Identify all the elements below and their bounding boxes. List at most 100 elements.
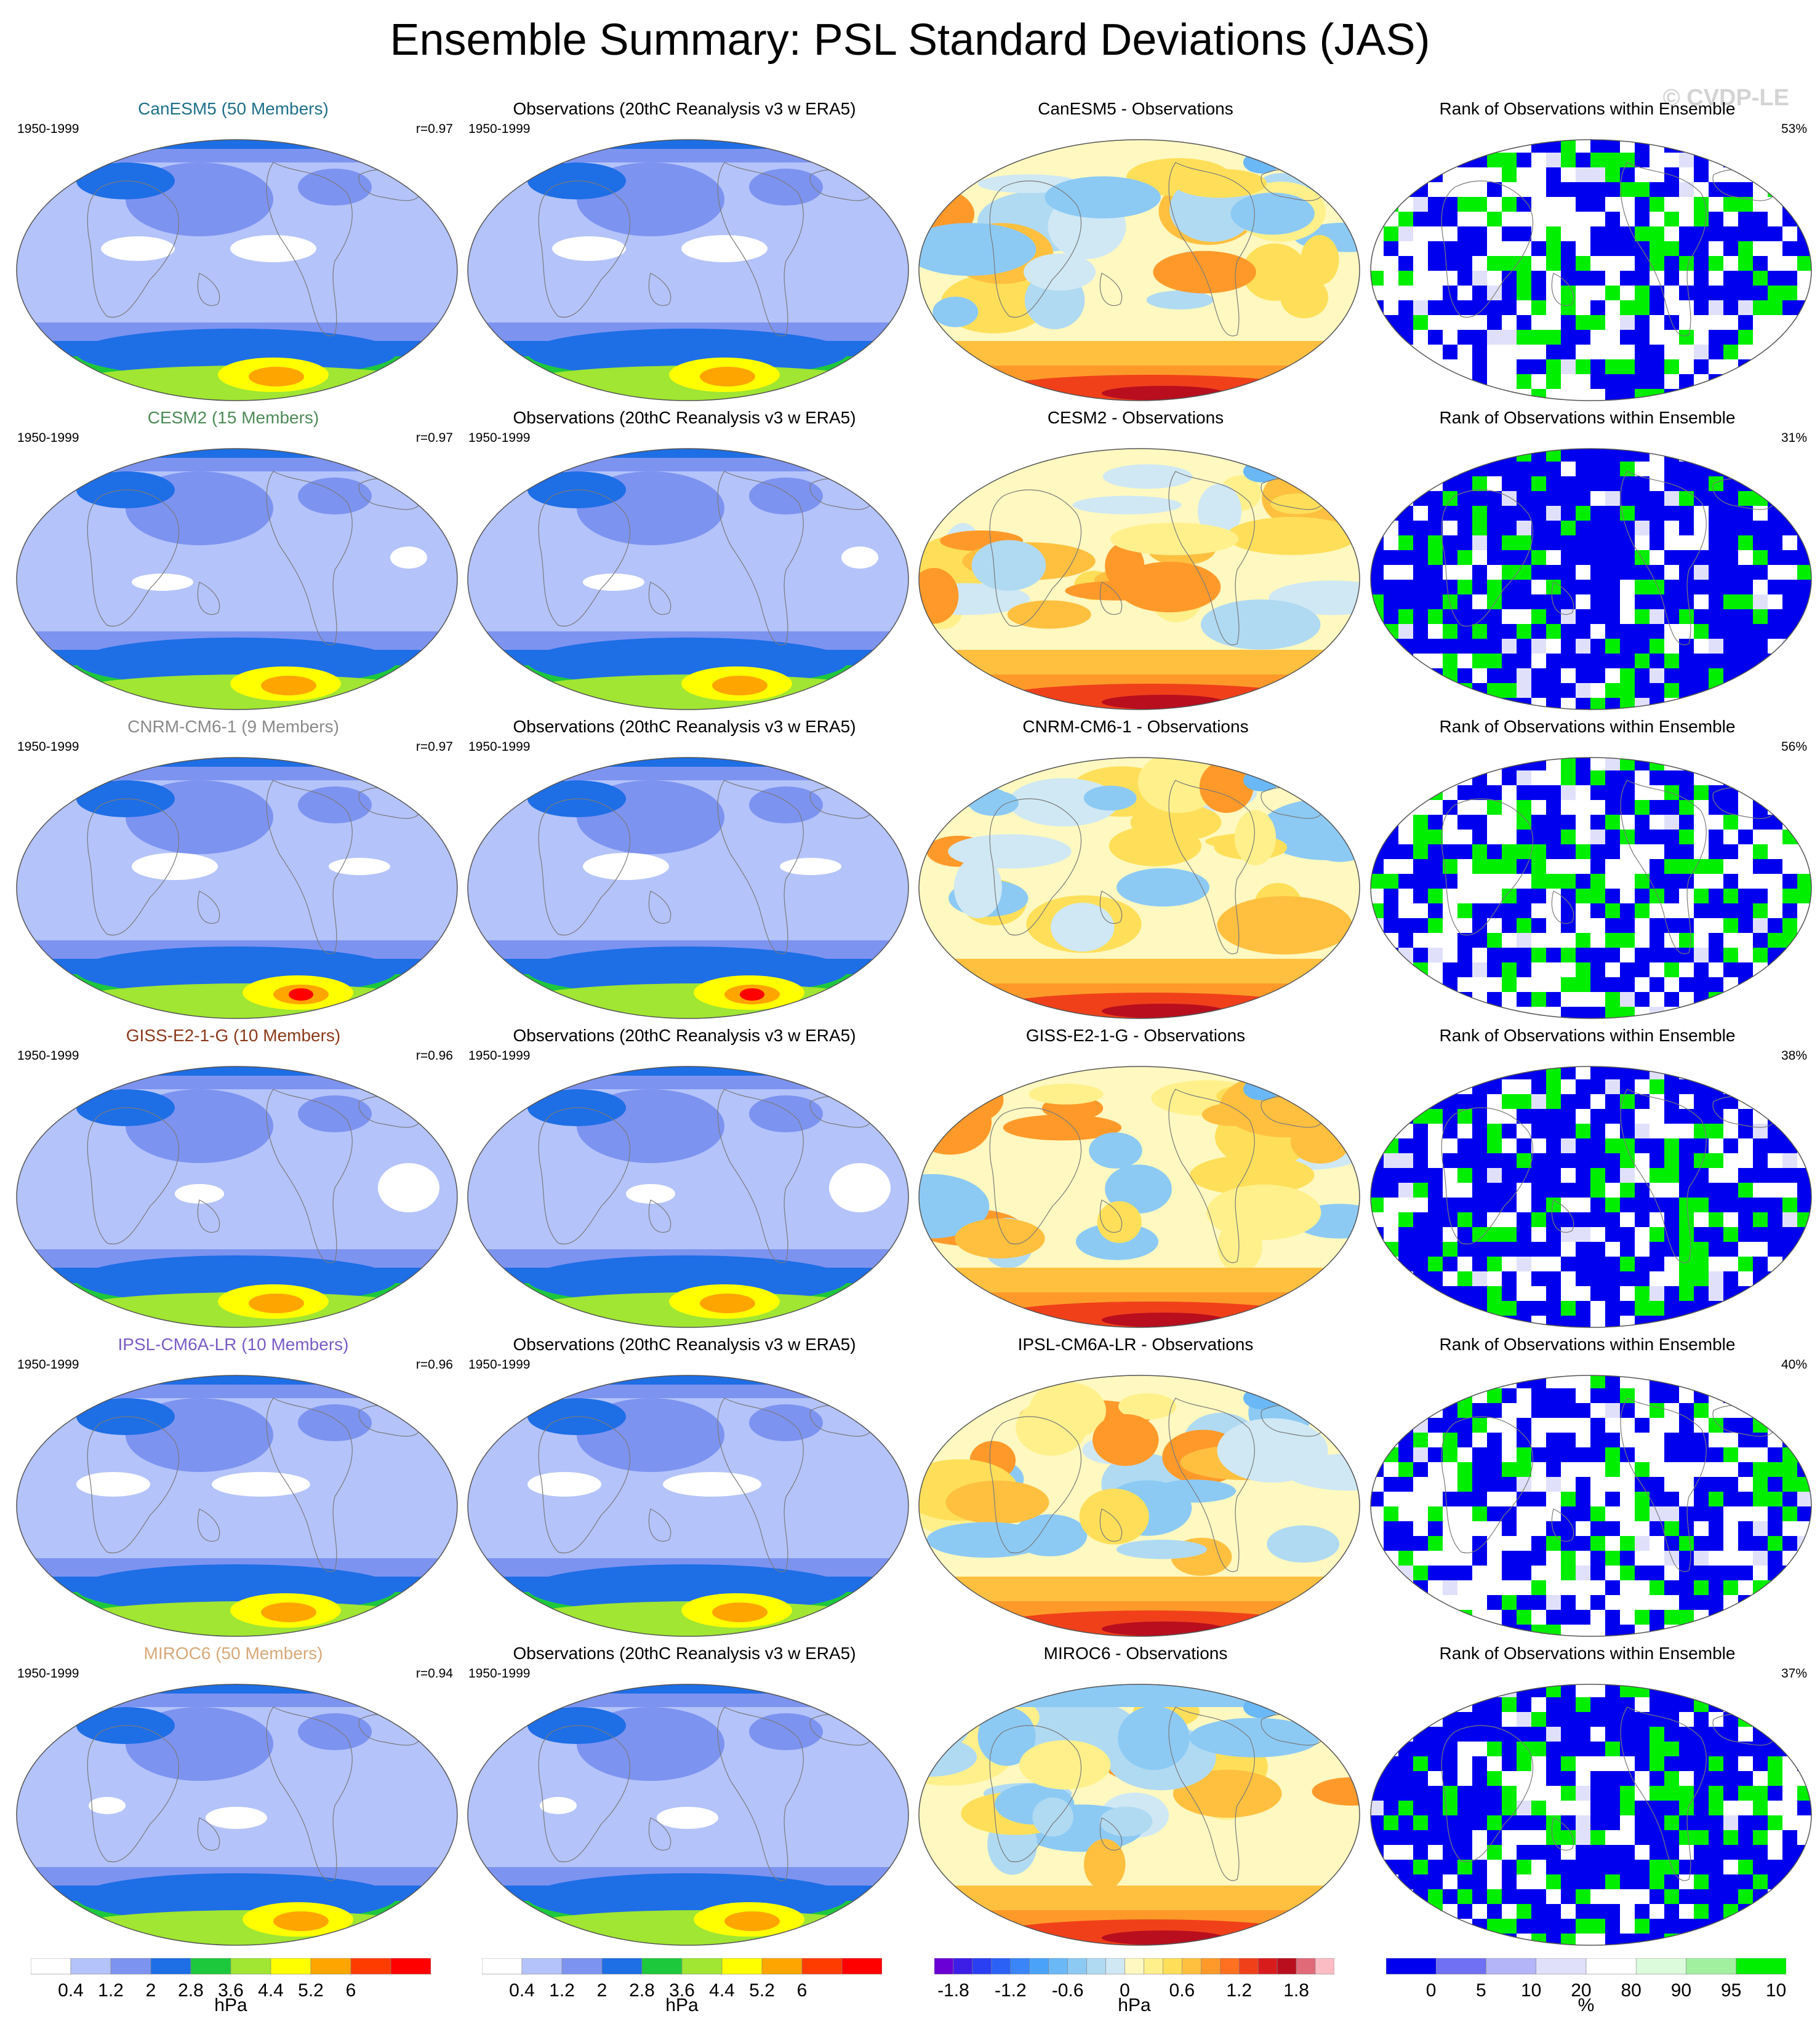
rank-cell xyxy=(1635,1756,1650,1771)
rank-cell xyxy=(1812,1551,1813,1566)
rank-cell xyxy=(1457,535,1472,550)
rank-cell xyxy=(1738,1595,1753,1610)
rank-cell xyxy=(1576,1492,1590,1506)
rank-cell xyxy=(1679,1153,1694,1168)
rank-cell xyxy=(1384,1168,1398,1183)
rank-cell xyxy=(1679,1742,1694,1756)
rank-cell xyxy=(1576,1301,1590,1316)
rank-cell xyxy=(1531,330,1546,345)
rank-cell xyxy=(1635,506,1650,521)
rank-cell xyxy=(1694,1830,1709,1845)
rank-cell xyxy=(1605,1403,1620,1418)
rank-cell xyxy=(1472,1786,1487,1801)
rank-cell xyxy=(1561,256,1576,271)
rank-cell xyxy=(1709,859,1723,874)
rank-cell xyxy=(1546,345,1561,359)
rank-cell xyxy=(1531,535,1546,550)
rank-cell xyxy=(1620,1684,1635,1697)
rank-cell xyxy=(1709,889,1723,903)
rank-cell xyxy=(1576,654,1590,668)
rank-cell xyxy=(1590,609,1605,624)
rank-cell xyxy=(1561,1403,1576,1418)
rank-cell xyxy=(1371,1094,1384,1109)
rank-cell xyxy=(1664,1889,1679,1904)
rank-cell xyxy=(1398,1447,1413,1462)
rank-cell xyxy=(1428,1536,1443,1551)
rank-cell xyxy=(1487,491,1502,506)
rank-cell xyxy=(1371,859,1384,874)
rank-cell xyxy=(1590,315,1605,330)
rank-cell xyxy=(1428,491,1443,506)
rank-cell xyxy=(1679,550,1694,565)
rank-cell xyxy=(1398,535,1413,550)
rank-cell xyxy=(1590,1153,1605,1168)
colorbar-swatch xyxy=(561,1958,603,1975)
rank-cell xyxy=(1428,1316,1443,1327)
rank-cell xyxy=(1679,948,1694,962)
rank-cell xyxy=(1413,889,1428,903)
rank-cell xyxy=(1561,449,1576,462)
rank-cell xyxy=(1398,1801,1413,1815)
rank-cell xyxy=(1782,918,1797,933)
colorbar-swatch xyxy=(150,1958,191,1975)
rank-cell xyxy=(1502,462,1517,476)
rank-cell xyxy=(1531,815,1546,830)
rank-cell xyxy=(1650,977,1664,992)
rank-cell xyxy=(1738,758,1753,770)
rank-cell xyxy=(1723,1271,1738,1286)
field-feature xyxy=(1102,1930,1225,1945)
rank-cell xyxy=(1797,698,1811,710)
rank-cell xyxy=(1546,1109,1561,1124)
rank-cell xyxy=(1472,1242,1487,1257)
rank-cell xyxy=(1502,550,1517,565)
rank-cell xyxy=(1709,1580,1723,1595)
rank-cell xyxy=(1472,785,1487,800)
rank-cell xyxy=(1443,1418,1457,1433)
rank-cell xyxy=(1561,624,1576,639)
rank-cell xyxy=(1413,1183,1428,1198)
rank-cell xyxy=(1768,1756,1782,1771)
rank-map xyxy=(1370,139,1812,401)
rank-cell xyxy=(1723,1242,1738,1257)
rank-cell xyxy=(1650,1610,1664,1625)
rank-cell xyxy=(1590,1904,1605,1919)
field-feature xyxy=(1118,1706,1190,1770)
rank-cell xyxy=(1723,1477,1738,1492)
map-border xyxy=(1370,757,1812,1019)
rank-cell xyxy=(1709,345,1723,359)
rank-cell xyxy=(1738,153,1753,167)
rank-cell xyxy=(1531,241,1546,256)
rank-cell xyxy=(1709,506,1723,521)
rank-cell xyxy=(1517,962,1531,977)
panel-diff: CanESM5 - Observations xyxy=(910,98,1361,406)
rank-cell xyxy=(1457,844,1472,859)
field-feature xyxy=(780,858,841,875)
rank-cell xyxy=(1502,1198,1517,1212)
rank-cell xyxy=(1620,758,1635,770)
rank-cell xyxy=(1590,1198,1605,1212)
rank-cell xyxy=(1753,256,1768,271)
rank-cell xyxy=(1487,1742,1502,1756)
panel-obs: Observations (20thC Reanalysis v3 w ERA5… xyxy=(459,98,910,406)
rank-cell xyxy=(1812,1301,1813,1316)
rank-cell xyxy=(1502,668,1517,683)
rank-cell xyxy=(1487,1138,1502,1153)
rank-cell xyxy=(1738,212,1753,226)
rank-cell xyxy=(1620,1198,1635,1212)
rank-cell xyxy=(1812,1786,1813,1801)
rank-cell xyxy=(1384,1815,1398,1830)
rank-cell xyxy=(1768,1007,1782,1018)
rank-cell xyxy=(1723,1815,1738,1830)
rank-cell xyxy=(1679,226,1694,241)
rank-cell xyxy=(1517,1801,1531,1815)
rank-cell xyxy=(1753,1521,1768,1536)
rank-cell xyxy=(1620,1168,1635,1183)
colorbar-swatch xyxy=(230,1958,271,1975)
rank-cell xyxy=(1782,594,1797,609)
rank-cell xyxy=(1679,286,1694,300)
rank-cell xyxy=(1546,1595,1561,1610)
rank-cell xyxy=(1561,1094,1576,1109)
rank-cell xyxy=(1384,359,1398,374)
rank-cell xyxy=(1709,1271,1723,1286)
rank-cell xyxy=(1428,1697,1443,1712)
